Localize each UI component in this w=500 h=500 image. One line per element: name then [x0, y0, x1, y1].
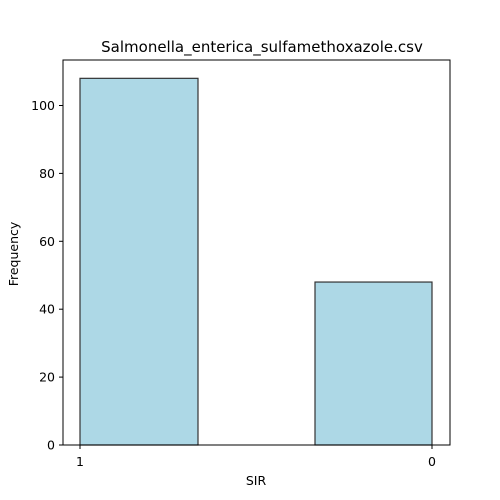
y-tick-label-20: 20	[39, 370, 55, 385]
bar-0	[314, 281, 433, 446]
bar-1	[79, 77, 199, 446]
plot-area: 0 20 40 60 80 100 1 0	[31, 59, 451, 469]
y-tick-label-60: 60	[39, 234, 55, 249]
chart-title: Salmonella_enterica_sulfamethoxazole.csv	[101, 38, 423, 57]
x-tick-label-0: 0	[428, 454, 436, 469]
plot-frame	[62, 59, 451, 446]
x-tick-label-1: 1	[76, 454, 84, 469]
y-tick-label-40: 40	[39, 302, 55, 317]
x-axis-label: SIR	[246, 473, 267, 488]
y-axis-label: Frequency	[6, 221, 21, 286]
y-tick-label-100: 100	[31, 98, 55, 113]
y-tick-label-80: 80	[39, 166, 55, 181]
y-tick-label-0: 0	[47, 438, 55, 453]
